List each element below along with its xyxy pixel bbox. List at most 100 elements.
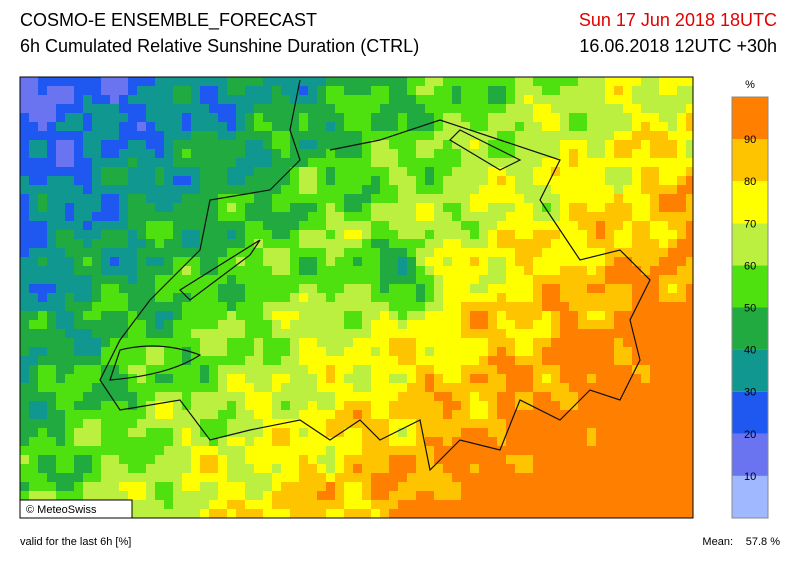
field-cell [605, 437, 614, 446]
field-cell [371, 131, 380, 140]
field-cell [461, 464, 470, 473]
field-cell [191, 257, 200, 266]
field-cell [659, 167, 668, 176]
field-cell [479, 446, 488, 455]
field-cell [344, 284, 353, 293]
field-cell [587, 455, 596, 464]
field-cell [245, 203, 254, 212]
field-cell [146, 356, 155, 365]
field-cell [434, 284, 443, 293]
field-cell [416, 239, 425, 248]
field-cell [164, 347, 173, 356]
field-cell [65, 338, 74, 347]
field-cell [677, 464, 686, 473]
field-cell [20, 347, 29, 356]
field-cell [272, 329, 281, 338]
field-cell [227, 185, 236, 194]
field-cell [47, 446, 56, 455]
field-cell [596, 203, 605, 212]
field-cell [326, 455, 335, 464]
field-cell [371, 383, 380, 392]
field-cell [137, 383, 146, 392]
field-cell [326, 230, 335, 239]
field-cell [470, 401, 479, 410]
field-cell [614, 239, 623, 248]
field-cell [227, 239, 236, 248]
field-cell [290, 113, 299, 122]
field-cell [245, 239, 254, 248]
field-cell [272, 464, 281, 473]
field-cell [146, 86, 155, 95]
field-cell [443, 167, 452, 176]
field-cell [533, 383, 542, 392]
field-cell [191, 365, 200, 374]
field-cell [335, 158, 344, 167]
field-cell [200, 419, 209, 428]
field-cell [74, 95, 83, 104]
field-cell [650, 320, 659, 329]
field-cell [587, 374, 596, 383]
field-cell [164, 284, 173, 293]
field-cell [632, 428, 641, 437]
field-cell [371, 473, 380, 482]
field-cell [380, 293, 389, 302]
field-cell [596, 248, 605, 257]
field-cell [641, 194, 650, 203]
field-cell [308, 482, 317, 491]
field-cell [380, 464, 389, 473]
field-cell [380, 248, 389, 257]
field-cell [461, 113, 470, 122]
field-cell [173, 158, 182, 167]
field-cell [452, 293, 461, 302]
field-cell [353, 284, 362, 293]
field-cell [227, 86, 236, 95]
field-cell [92, 338, 101, 347]
field-cell [209, 176, 218, 185]
field-cell [101, 293, 110, 302]
field-cell [119, 113, 128, 122]
field-cell [290, 500, 299, 509]
field-cell [686, 428, 693, 437]
field-cell [263, 500, 272, 509]
field-cell [569, 392, 578, 401]
field-cell [47, 293, 56, 302]
field-cell [119, 491, 128, 500]
field-cell [101, 338, 110, 347]
field-cell [551, 311, 560, 320]
field-cell [236, 95, 245, 104]
field-cell [20, 365, 29, 374]
field-cell [245, 275, 254, 284]
field-cell [119, 356, 128, 365]
field-cell [650, 140, 659, 149]
field-cell [461, 275, 470, 284]
field-cell [560, 311, 569, 320]
field-cell [29, 428, 38, 437]
field-cell [137, 194, 146, 203]
field-cell [362, 149, 371, 158]
field-cell [560, 374, 569, 383]
field-cell [56, 347, 65, 356]
field-cell [281, 500, 290, 509]
field-cell [578, 500, 587, 509]
field-cell [650, 446, 659, 455]
field-cell [407, 329, 416, 338]
field-cell [632, 455, 641, 464]
field-cell [452, 203, 461, 212]
field-cell [155, 320, 164, 329]
field-cell [443, 392, 452, 401]
field-cell [443, 194, 452, 203]
field-cell [398, 392, 407, 401]
field-cell [560, 257, 569, 266]
field-cell [380, 167, 389, 176]
field-cell [371, 329, 380, 338]
field-cell [470, 239, 479, 248]
field-cell [218, 383, 227, 392]
field-cell [254, 239, 263, 248]
field-cell [524, 482, 533, 491]
field-cell [443, 86, 452, 95]
field-cell [83, 86, 92, 95]
field-cell [74, 104, 83, 113]
field-cell [227, 473, 236, 482]
field-cell [263, 140, 272, 149]
field-cell [560, 275, 569, 284]
